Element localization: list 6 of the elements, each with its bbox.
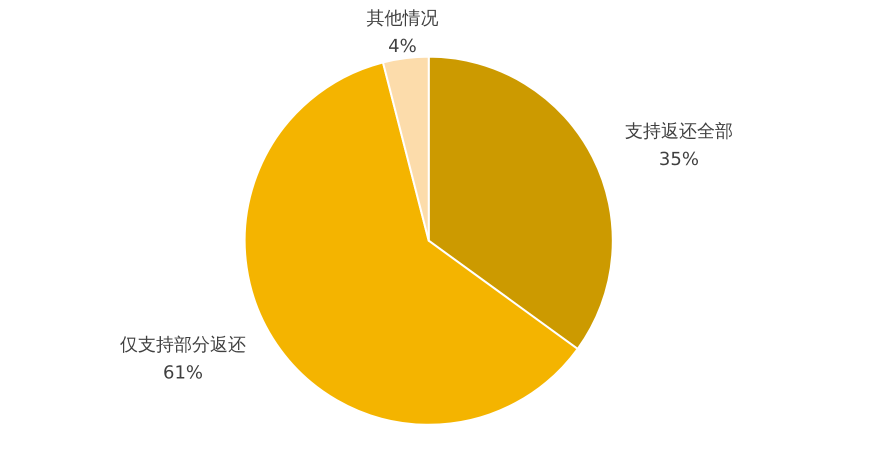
slice-label: 其他情况 [366,8,438,29]
slice-label: 仅支持部分返还 [120,334,246,356]
data-label: 61% [162,362,203,384]
data-label: 4% [388,36,417,57]
slice-label: 支持返还全部 [624,120,733,142]
data-label: 35% [658,148,699,170]
